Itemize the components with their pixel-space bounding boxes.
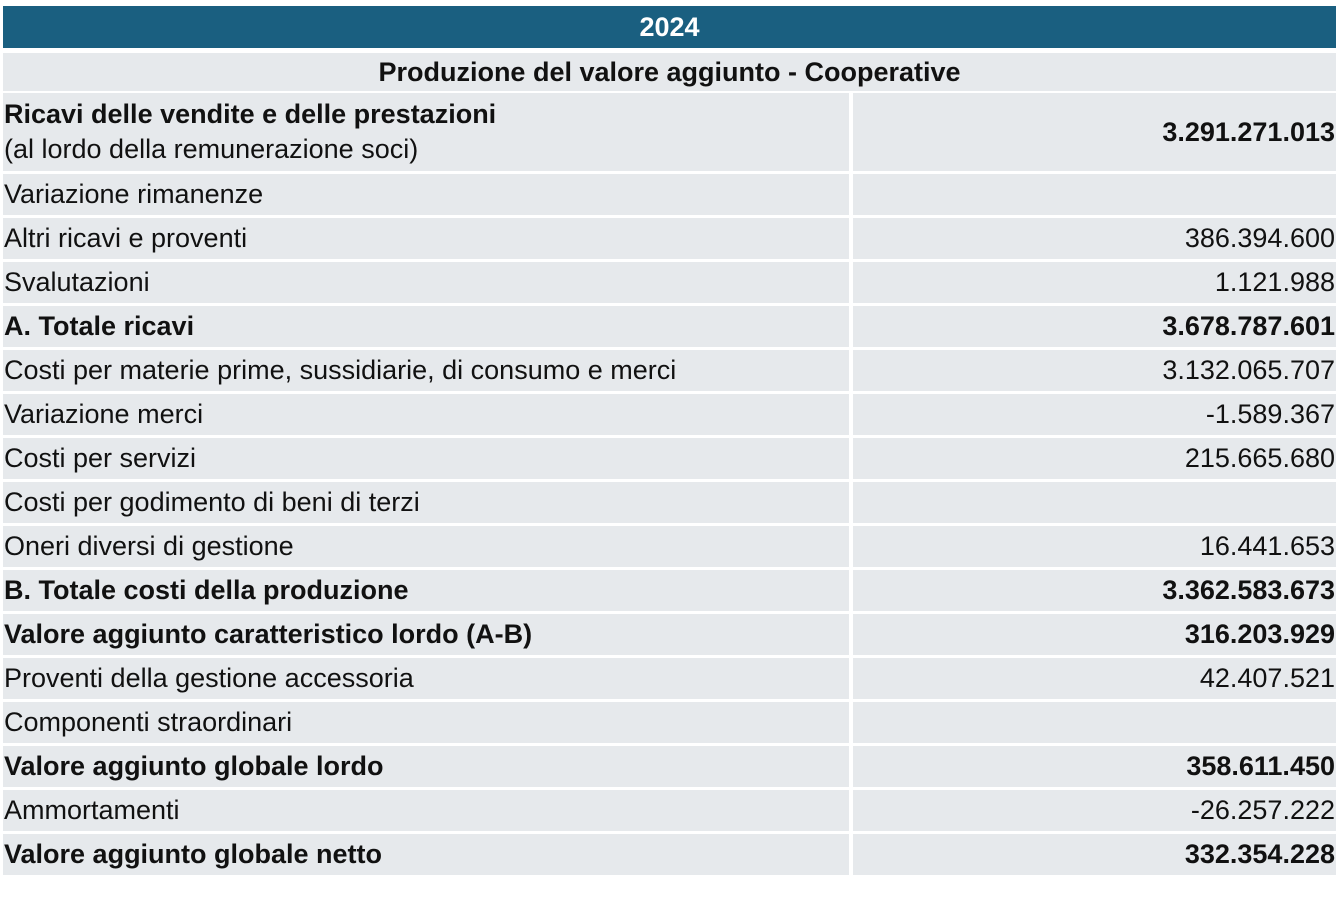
table-row: Altri ricavi e proventi 386.394.600 [3,218,1336,259]
table-row: Valore aggiunto globale netto 332.354.228 [3,834,1336,875]
table-row: Componenti straordinari [3,702,1336,743]
row-sublabel: (al lordo della remunerazione soci) [4,134,419,164]
row-label: Componenti straordinari [4,706,293,737]
row-value: 3.678.787.601 [853,306,1336,347]
table-row: Variazione merci -1.589.367 [3,394,1336,435]
row-label: Valore aggiunto caratteristico lordo (A-… [4,618,533,649]
row-value [853,702,1336,743]
row-label-cell: Valore aggiunto caratteristico lordo (A-… [3,614,849,655]
row-value: 215.665.680 [853,438,1336,479]
table-row: Valore aggiunto globale lordo 358.611.450 [3,746,1336,787]
row-label-cell: Ricavi delle vendite e delle prestazioni… [3,93,849,171]
table-row: Ammortamenti -26.257.222 [3,790,1336,831]
table-row: Svalutazioni 1.121.988 [3,262,1336,303]
table-body: Ricavi delle vendite e delle prestazioni… [3,93,1336,875]
row-label: Variazione rimanenze [4,178,264,209]
row-value: 332.354.228 [853,834,1336,875]
row-label-cell: Variazione rimanenze [3,174,849,215]
row-label-cell: Ammortamenti [3,790,849,831]
row-label: Valore aggiunto globale netto [4,838,383,869]
row-value: 3.132.065.707 [853,350,1336,391]
row-label-cell: Valore aggiunto globale netto [3,834,849,875]
table-title: Produzione del valore aggiunto - Coopera… [3,53,1336,91]
table-row: A. Totale ricavi 3.678.787.601 [3,306,1336,347]
row-value: 3.362.583.673 [853,570,1336,611]
table-row: Costi per servizi 215.665.680 [3,438,1336,479]
row-label: Ricavi delle vendite e delle prestazioni [4,98,497,129]
year-header: 2024 [3,6,1336,48]
row-label-cell: Altri ricavi e proventi [3,218,849,259]
row-value [853,482,1336,523]
row-value: 1.121.988 [853,262,1336,303]
table-row: Variazione rimanenze [3,174,1336,215]
row-value: 42.407.521 [853,658,1336,699]
table-row: Ricavi delle vendite e delle prestazioni… [3,93,1336,171]
table-row: B. Totale costi della produzione 3.362.58… [3,570,1336,611]
table-row: Valore aggiunto caratteristico lordo (A-… [3,614,1336,655]
table-row: Costi per materie prime, sussidiarie, di… [3,350,1336,391]
row-value: 3.291.271.013 [853,93,1336,171]
row-label: Altri ricavi e proventi [4,222,248,253]
row-label-cell: Componenti straordinari [3,702,849,743]
row-label: Costi per materie prime, sussidiarie, di… [4,354,677,385]
row-value: -1.589.367 [853,394,1336,435]
row-label: Costi per servizi [4,442,197,473]
row-label: B. Totale costi della produzione [4,574,409,605]
row-label-cell: A. Totale ricavi [3,306,849,347]
row-value: 386.394.600 [853,218,1336,259]
row-label: A. Totale ricavi [4,310,195,341]
row-value: 316.203.929 [853,614,1336,655]
row-label: Variazione merci [4,398,204,429]
row-label-cell: Svalutazioni [3,262,849,303]
value-added-table: 2024 Produzione del valore aggiunto - Co… [3,6,1336,878]
row-label-cell: Costi per servizi [3,438,849,479]
row-label-cell: Oneri diversi di gestione [3,526,849,567]
row-label: Oneri diversi di gestione [4,530,294,561]
row-value: 358.611.450 [853,746,1336,787]
row-value [853,174,1336,215]
row-label: Proventi della gestione accessoria [4,662,414,693]
row-value: -26.257.222 [853,790,1336,831]
row-label: Svalutazioni [4,266,150,297]
row-label-cell: Proventi della gestione accessoria [3,658,849,699]
row-label: Ammortamenti [4,794,180,825]
row-value: 16.441.653 [853,526,1336,567]
row-label-cell: Costi per materie prime, sussidiarie, di… [3,350,849,391]
row-label-cell: Variazione merci [3,394,849,435]
row-label-cell: Valore aggiunto globale lordo [3,746,849,787]
row-label: Costi per godimento di beni di terzi [4,486,420,517]
row-label-cell: Costi per godimento di beni di terzi [3,482,849,523]
row-label-cell: B. Totale costi della produzione [3,570,849,611]
table-row: Oneri diversi di gestione 16.441.653 [3,526,1336,567]
table-row: Costi per godimento di beni di terzi [3,482,1336,523]
table-row: Proventi della gestione accessoria 42.407… [3,658,1336,699]
row-label: Valore aggiunto globale lordo [4,750,384,781]
